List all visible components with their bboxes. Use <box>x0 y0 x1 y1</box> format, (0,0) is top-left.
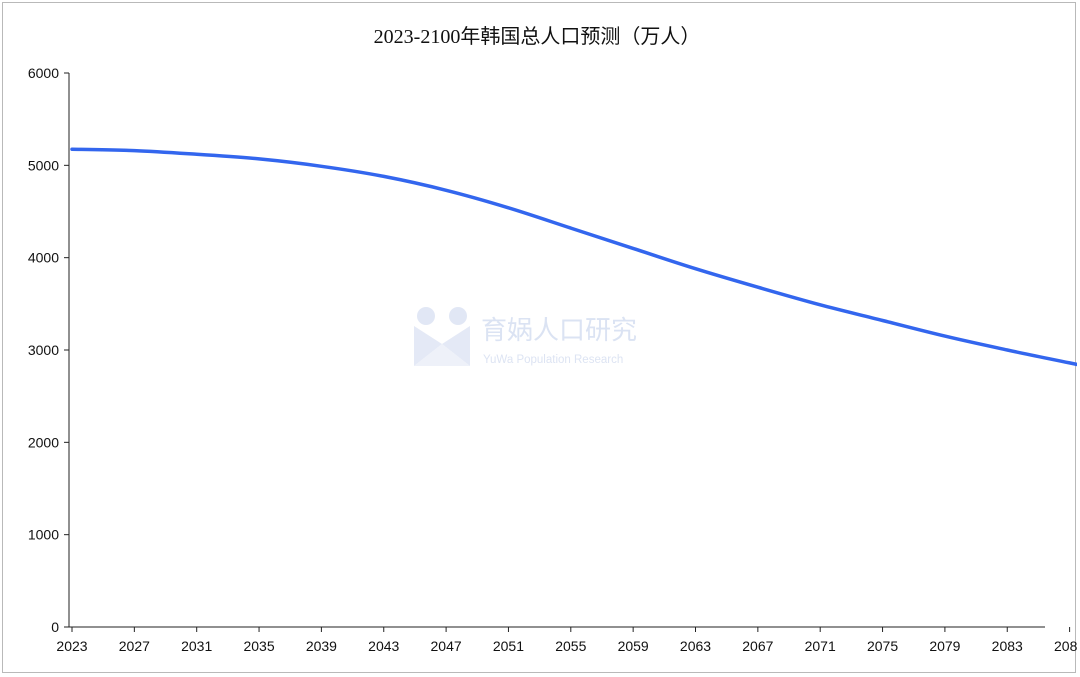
x-tick-label: 2043 <box>368 638 399 654</box>
x-tick-label: 2047 <box>431 638 462 654</box>
x-tick-label: 2079 <box>929 638 960 654</box>
x-tick-label: 2067 <box>742 638 773 654</box>
series-line <box>70 147 1077 367</box>
x-tick-label: 2075 <box>867 638 898 654</box>
x-tick-label: 2087 <box>1054 638 1077 654</box>
x-tick-label: 2023 <box>56 638 87 654</box>
y-tick-label: 0 <box>51 619 59 635</box>
y-tick-label: 1000 <box>28 527 59 543</box>
x-tick-label: 2055 <box>555 638 586 654</box>
y-tick-label: 2000 <box>28 434 59 450</box>
watermark-name-cn: 育娲人口研究 <box>481 316 637 346</box>
chart-title: 2023-2100年韩国总人口预测（万人） <box>374 25 701 48</box>
watermark-logo-icon <box>414 307 470 366</box>
x-tick-label: 2059 <box>618 638 649 654</box>
y-axis: 0 1000 2000 3000 4000 5000 6000 <box>28 65 70 635</box>
x-tick-label: 2035 <box>243 638 274 654</box>
x-tick-label: 2071 <box>805 638 836 654</box>
x-tick-label: 2039 <box>306 638 337 654</box>
x-tick-label: 2063 <box>680 638 711 654</box>
watermark-name-en: YuWa Population Research <box>483 354 623 366</box>
y-tick-label: 6000 <box>28 65 59 81</box>
x-tick-label: 2051 <box>493 638 524 654</box>
x-axis: 2023 2027 2031 2035 2039 2043 2047 2051 2055 2059… <box>56 626 1077 654</box>
y-tick-label: 3000 <box>28 342 59 358</box>
y-tick-label: 5000 <box>28 157 59 173</box>
x-tick-label: 2031 <box>181 638 212 654</box>
line-chart: 2023-2100年韩国总人口预测（万人） 育娲人口研究 YuWa Popula… <box>28 25 1077 654</box>
y-tick-label: 4000 <box>28 250 59 266</box>
watermark: 育娲人口研究 YuWa Population Research <box>414 307 637 366</box>
x-tick-label: 2027 <box>119 638 150 654</box>
x-tick-label: 2083 <box>992 638 1023 654</box>
